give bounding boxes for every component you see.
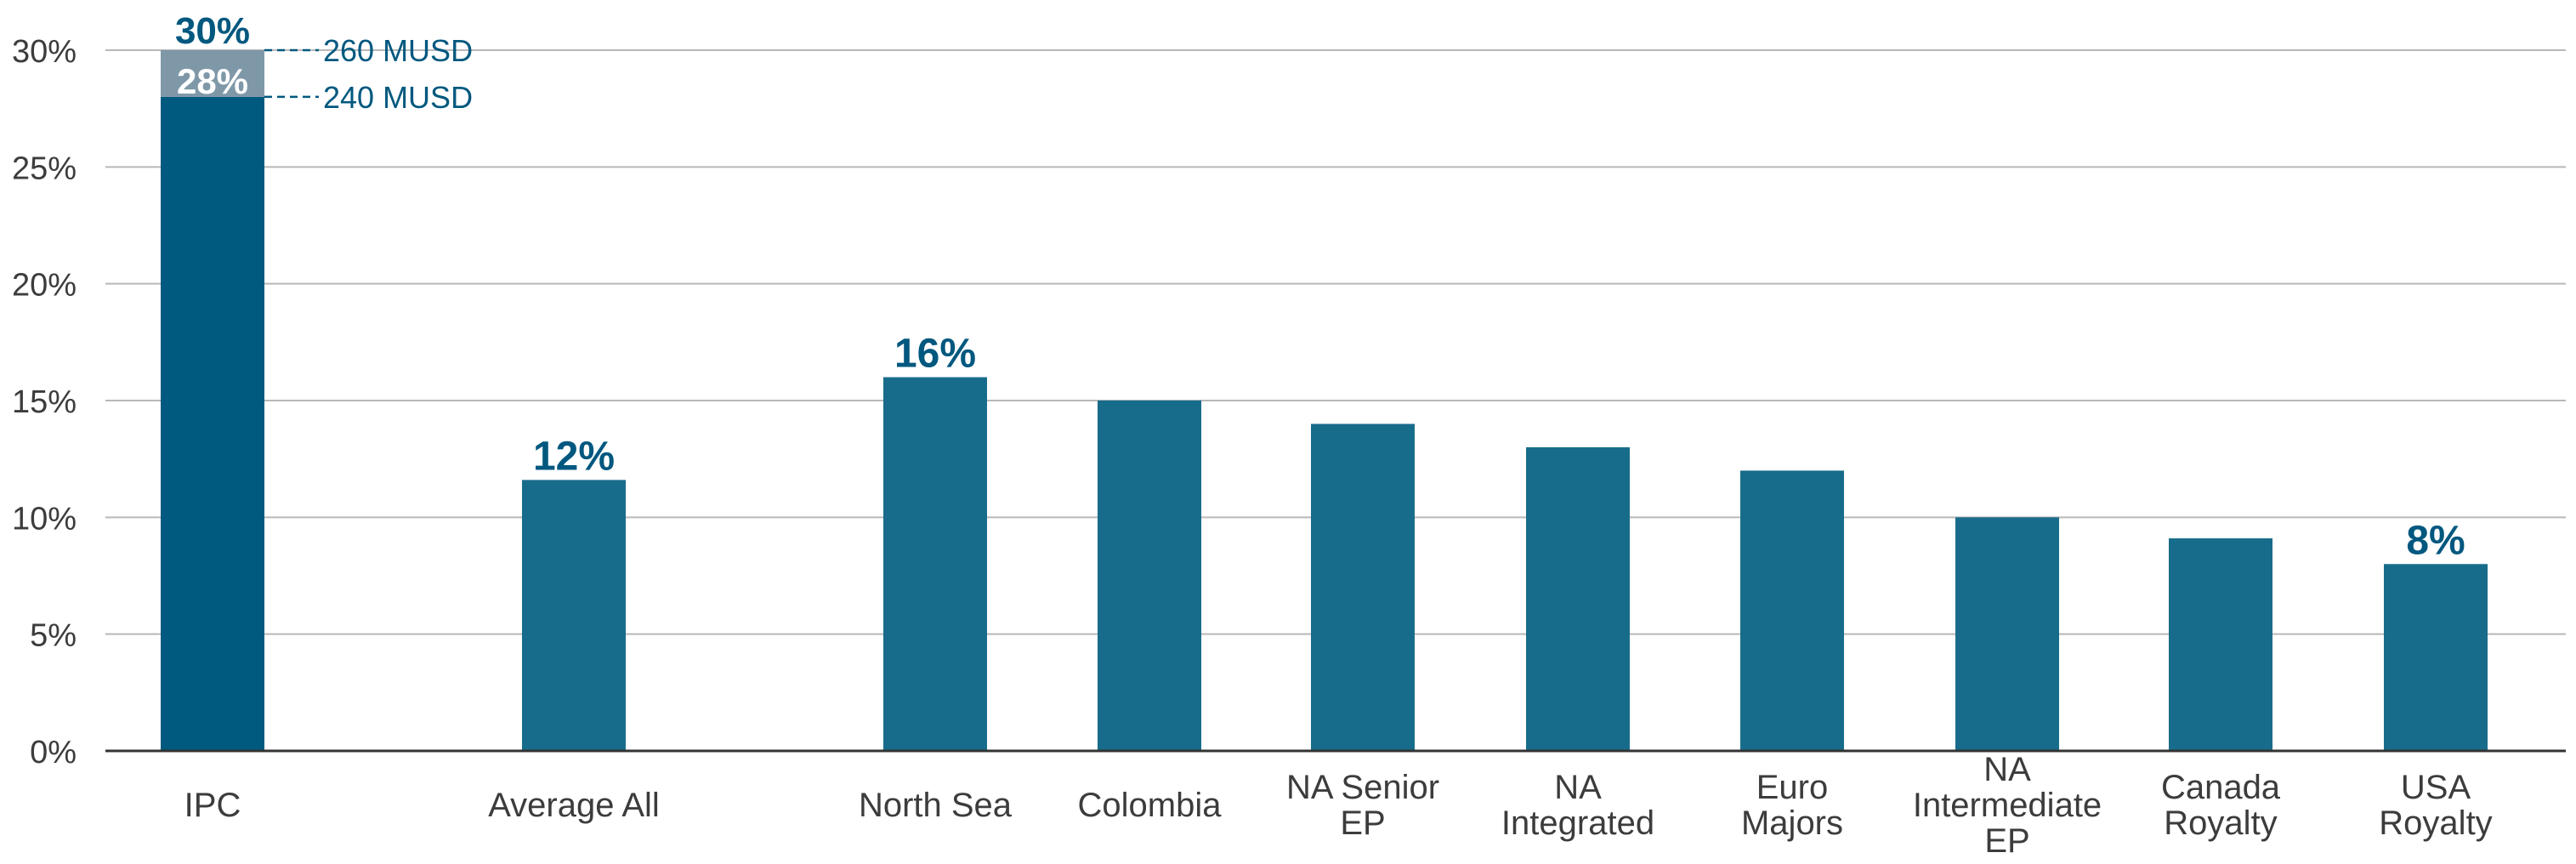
- y-tick-label: 5%: [30, 618, 77, 654]
- x-tick-label: Intermediate: [1913, 787, 2102, 824]
- annotation-high: 260 MUSD: [323, 33, 473, 68]
- bar: [883, 377, 987, 751]
- y-tick-label: 20%: [12, 268, 77, 304]
- x-tick-label: EP: [1340, 804, 1385, 842]
- ipc-high-label: 30%: [175, 10, 250, 52]
- x-tick-label: Canada: [2161, 769, 2281, 806]
- x-tick-label: Colombia: [1078, 787, 1223, 824]
- x-tick-label: NA Senior: [1286, 769, 1439, 806]
- x-tick-label: Euro: [1756, 769, 1829, 806]
- x-axis-labels: IPC Average All North Sea Colombia NA Senior…: [184, 751, 2493, 860]
- x-tick-label: IPC: [184, 787, 241, 824]
- bar-value-label: 8%: [2406, 518, 2465, 563]
- ipc-range-bar: [161, 50, 264, 97]
- bar: [1526, 446, 1630, 751]
- x-tick-label: EP: [1984, 822, 2029, 860]
- x-tick-label: Royalty: [2164, 804, 2277, 842]
- bars: [161, 50, 2488, 751]
- gridlines: [105, 49, 2566, 635]
- bar-value-label: 16%: [894, 332, 976, 377]
- x-tick-label: Royalty: [2379, 804, 2492, 842]
- bar: [2384, 564, 2488, 751]
- bar: [1740, 470, 1844, 751]
- y-tick-label: 30%: [12, 34, 77, 70]
- x-tick-label: Integrated: [1501, 804, 1654, 842]
- y-tick-label: 10%: [12, 501, 77, 537]
- y-tick-label: 0%: [30, 735, 77, 770]
- ipc-low-label: 28%: [177, 61, 248, 101]
- y-tick-label: 15%: [12, 384, 77, 420]
- x-tick-label: USA: [2401, 769, 2471, 806]
- annotation-low: 240 MUSD: [323, 80, 473, 115]
- x-tick-label: Majors: [1741, 804, 1843, 842]
- bar-value-label: 12%: [533, 434, 615, 479]
- bar: [522, 480, 626, 751]
- x-tick-label: NA: [1983, 751, 2031, 788]
- bar: [2169, 538, 2272, 751]
- bar: [1098, 401, 1201, 751]
- bar: [1955, 517, 2059, 751]
- x-tick-label: Average All: [488, 787, 660, 824]
- y-tick-label: 25%: [12, 151, 77, 186]
- data-labels: 260 MUSD 240 MUSD 30% 28% 12% 16% 8%: [175, 10, 2465, 563]
- x-tick-label: NA: [1554, 769, 1602, 806]
- bar: [1311, 423, 1415, 751]
- y-axis-ticks: 0% 5% 10% 15% 20% 25% 30%: [12, 34, 77, 770]
- bar: [161, 96, 264, 751]
- x-tick-label: North Sea: [859, 787, 1013, 824]
